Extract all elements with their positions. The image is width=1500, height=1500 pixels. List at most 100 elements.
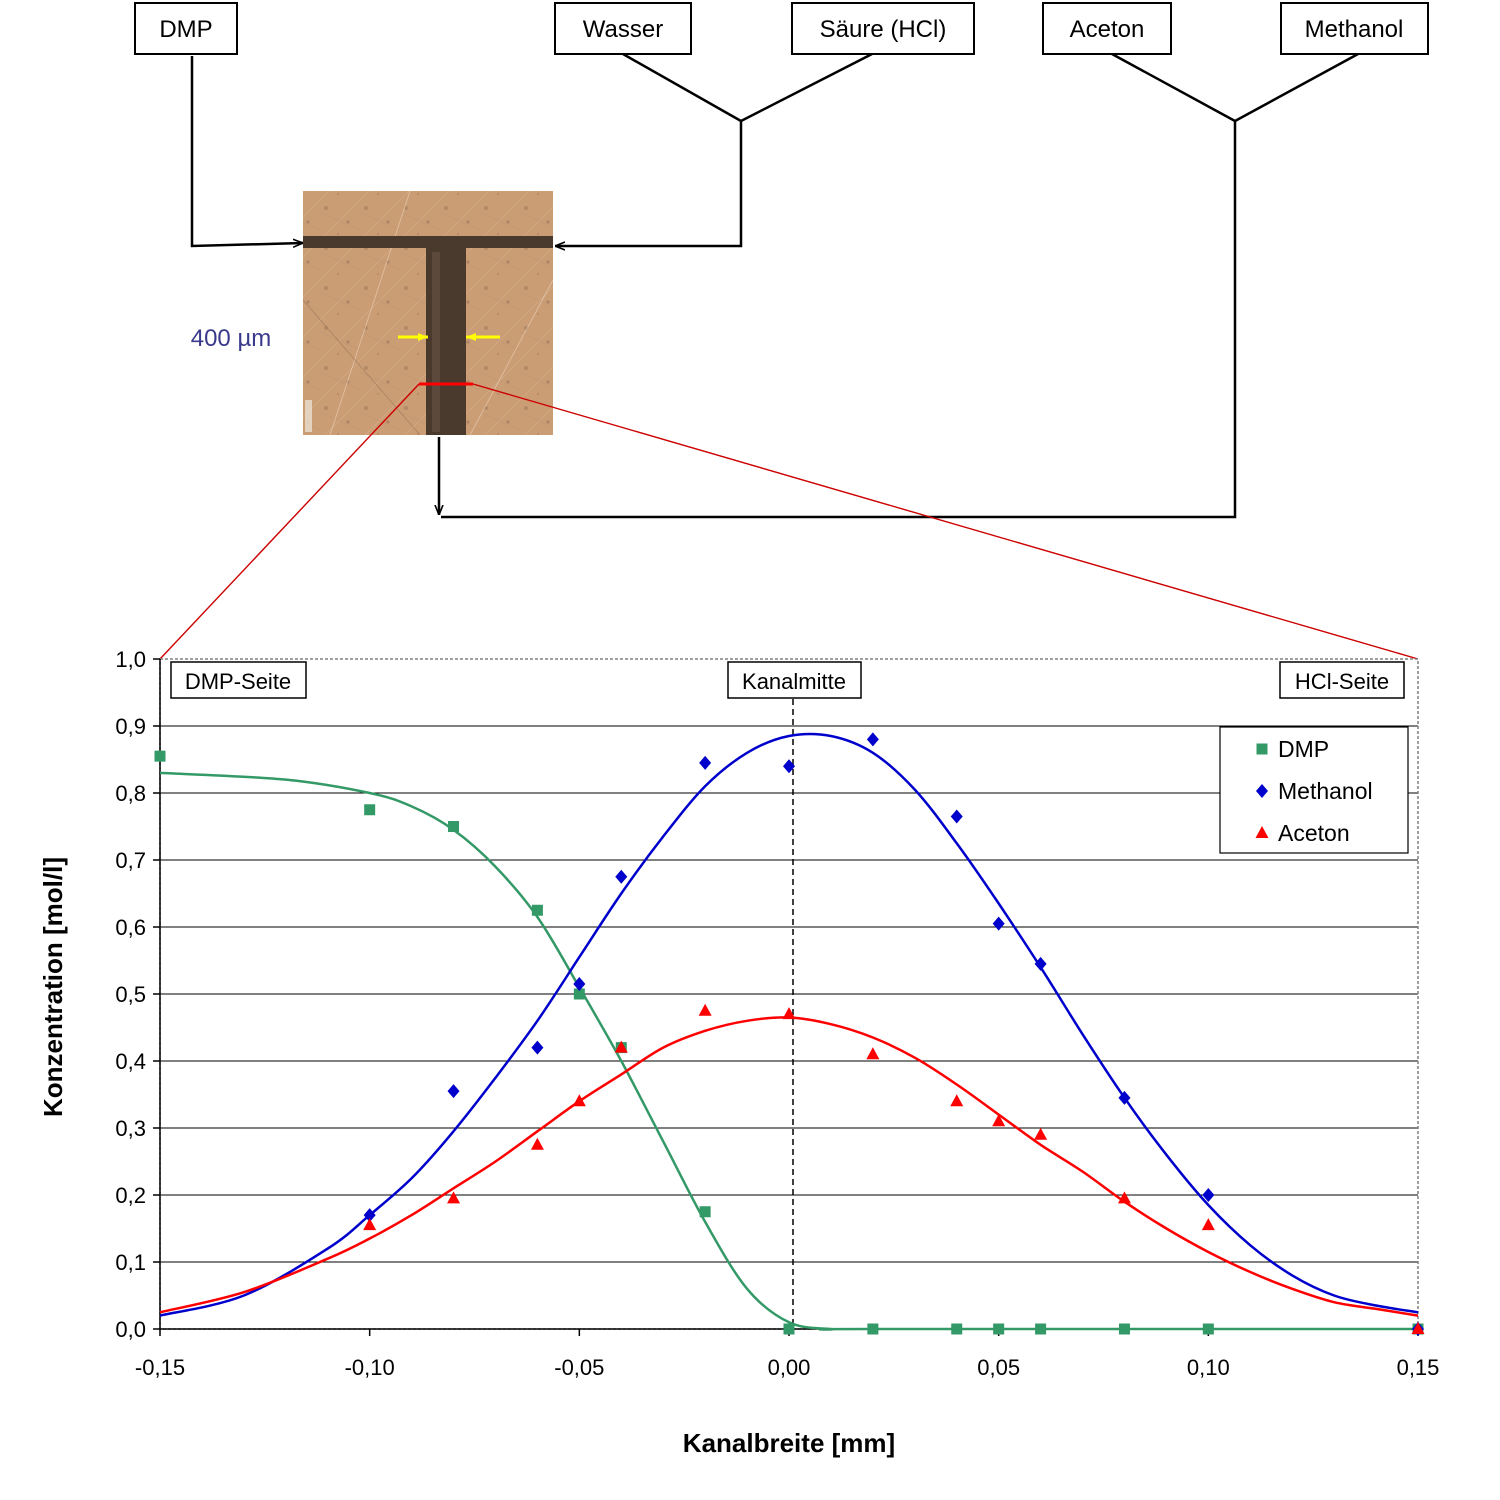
data-point-dmp <box>448 821 460 832</box>
data-point-dmp <box>951 1323 963 1335</box>
fit-curve-aceton <box>159 1016 1419 1317</box>
y-tick-label: 1,0 <box>115 647 146 672</box>
input-label-aceton: Aceton <box>1070 16 1145 43</box>
fit-layer <box>159 732 1419 1331</box>
data-point-methanol <box>447 1084 460 1099</box>
data-point-aceton <box>866 1047 880 1060</box>
data-point-aceton <box>614 1040 628 1053</box>
legend-label-methanol: Methanol <box>1278 778 1373 804</box>
data-point-methanol <box>992 916 1005 931</box>
data-point-aceton <box>447 1191 461 1204</box>
micrograph <box>302 190 554 436</box>
data-point-aceton <box>363 1218 377 1231</box>
input-box-aceton: Aceton <box>1042 2 1172 55</box>
legend-label-dmp: DMP <box>1278 736 1329 762</box>
data-point-methanol <box>363 1208 376 1223</box>
data-point-dmp <box>1035 1323 1047 1335</box>
legend-marker-aceton <box>1255 826 1269 838</box>
dmp-feed-line <box>190 56 303 246</box>
data-point-methanol <box>1034 956 1047 971</box>
data-point-methanol <box>783 759 795 774</box>
data-point-dmp <box>783 1323 795 1335</box>
zoom-line-right <box>472 383 1419 660</box>
data-point-dmp <box>993 1323 1005 1335</box>
data-point-aceton <box>572 1094 586 1107</box>
annotation-hcl-side: HCl-Seite <box>1279 661 1405 699</box>
data-point-aceton <box>950 1094 964 1107</box>
annotation-center-text: Kanalmitte <box>742 669 846 694</box>
y-tick-label: 0,8 <box>115 781 146 806</box>
data-point-dmp <box>1202 1323 1214 1335</box>
x-axis-title: Kanalbreite [mm] <box>683 1428 895 1458</box>
fit-curve-methanol <box>159 732 1419 1317</box>
data-point-aceton <box>1034 1127 1048 1140</box>
x-tick-label: 0,15 <box>1397 1355 1440 1380</box>
channel-horizontal <box>303 236 553 248</box>
y-tick-label: 0,6 <box>115 915 146 940</box>
legend-marker-dmp <box>1256 743 1268 755</box>
annotation-dmp-side: DMP-Seite <box>170 661 307 699</box>
y-tick-label: 0,5 <box>115 982 146 1007</box>
fit-curve-dmp <box>159 771 1418 1331</box>
data-point-methanol <box>1118 1090 1131 1105</box>
scale-bar <box>305 400 312 432</box>
x-tick-label: -0,10 <box>345 1355 395 1380</box>
legend-label-aceton: Aceton <box>1278 820 1350 846</box>
aceton-merge-line <box>1111 52 1236 123</box>
x-tick-label: -0,05 <box>554 1355 604 1380</box>
data-point-dmp <box>699 1206 711 1218</box>
scale-label: 400 µm <box>191 325 272 352</box>
data-point-dmp <box>531 904 543 916</box>
data-point-aceton <box>1117 1191 1131 1204</box>
data-point-dmp <box>364 804 376 816</box>
x-tick-label: 0,10 <box>1187 1355 1230 1380</box>
y-tick-label: 0,1 <box>115 1250 146 1275</box>
wasser-merge-line <box>622 52 742 123</box>
input-label-dmp: DMP <box>159 16 212 43</box>
x-tick-label: 0,05 <box>977 1355 1020 1380</box>
acid-feed-line <box>555 121 743 246</box>
zoom-line-left <box>159 383 420 660</box>
data-point-dmp <box>154 750 166 762</box>
data-point-dmp <box>573 988 585 1000</box>
input-label-wasser: Wasser <box>583 16 663 43</box>
legend-box <box>1219 726 1409 854</box>
data-point-methanol <box>531 1040 544 1055</box>
input-box-dmp: DMP <box>134 2 238 55</box>
data-point-aceton <box>1411 1322 1425 1334</box>
ticks-layer: 0,0 0,1 0,2 0,3 0,4 0,5 0,6 0,7 0,8 0,9 1,0 -0,15 -0… <box>115 647 1439 1380</box>
annotation-center: Kanalmitte <box>727 661 862 699</box>
data-point-aceton <box>530 1137 544 1150</box>
data-point-dmp <box>1118 1323 1130 1335</box>
input-label-methanol: Methanol <box>1305 16 1404 43</box>
y-tick-label: 0,4 <box>115 1049 146 1074</box>
chart: 0,0 0,1 0,2 0,3 0,4 0,5 0,6 0,7 0,8 0,9 1,0 -0,15 -0… <box>38 647 1439 1458</box>
legend: DMP Methanol Aceton <box>1219 726 1409 854</box>
data-point-dmp <box>867 1323 879 1335</box>
annotation-hcl-side-text: HCl-Seite <box>1295 669 1389 694</box>
y-tick-label: 0,0 <box>115 1317 146 1342</box>
points-layer <box>154 732 1425 1336</box>
data-point-methanol <box>950 809 963 824</box>
input-box-saeure: Säure (HCl) <box>791 2 975 55</box>
y-axis-title: Konzentration [mol/l] <box>38 857 68 1117</box>
x-tick-label: -0,15 <box>135 1355 185 1380</box>
data-point-methanol <box>615 869 628 884</box>
collector-line <box>441 121 1237 519</box>
y-tick-label: 0,9 <box>115 714 146 739</box>
input-label-saeure: Säure (HCl) <box>820 16 947 43</box>
data-point-aceton <box>782 1007 796 1020</box>
data-point-aceton <box>1201 1218 1215 1231</box>
annotation-dmp-side-text: DMP-Seite <box>185 669 291 694</box>
x-tick-label: 0,00 <box>768 1355 811 1380</box>
y-tick-label: 0,2 <box>115 1183 146 1208</box>
saeure-merge-line <box>740 52 873 123</box>
data-point-methanol <box>699 755 712 770</box>
data-point-aceton <box>992 1114 1006 1127</box>
input-box-methanol: Methanol <box>1280 2 1429 55</box>
legend-marker-methanol <box>1256 784 1268 798</box>
data-point-methanol <box>866 732 879 747</box>
data-point-methanol <box>573 976 586 991</box>
data-point-aceton <box>698 1003 712 1016</box>
